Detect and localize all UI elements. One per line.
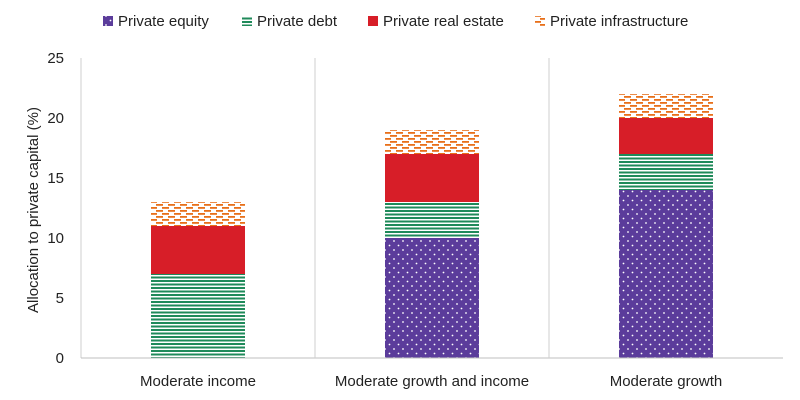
y-axis: 0 5 10 15 20 25 bbox=[47, 50, 82, 367]
bar-private-equity bbox=[385, 238, 479, 358]
legend-swatch bbox=[535, 16, 545, 26]
y-tick-label: 5 bbox=[56, 290, 64, 307]
x-tick-label: Moderate income bbox=[140, 373, 256, 390]
bar-private-debt bbox=[151, 274, 245, 358]
bar-private-real-estate bbox=[385, 154, 479, 202]
legend-label: Private real estate bbox=[383, 13, 504, 30]
x-tick-label: Moderate growth and income bbox=[335, 373, 529, 390]
legend: Private equity Private debt Private real e… bbox=[103, 13, 688, 30]
y-tick-label: 0 bbox=[56, 350, 64, 367]
legend-item-private-infrastructure: Private infrastructure bbox=[535, 13, 688, 30]
legend-label: Private equity bbox=[118, 13, 209, 30]
bar-private-equity bbox=[619, 190, 713, 358]
y-tick-label: 15 bbox=[47, 170, 64, 187]
y-tick-label: 25 bbox=[47, 50, 64, 67]
bar-private-infrastructure bbox=[619, 94, 713, 118]
bar-stack-moderate-income bbox=[151, 202, 245, 358]
bar-private-debt bbox=[619, 154, 713, 190]
y-axis-title: Allocation to private capital (%) bbox=[25, 107, 42, 313]
legend-swatch bbox=[368, 16, 378, 26]
legend-label: Private infrastructure bbox=[550, 13, 688, 30]
bar-private-real-estate bbox=[619, 118, 713, 154]
legend-item-private-real-estate: Private real estate bbox=[368, 13, 504, 30]
legend-label: Private debt bbox=[257, 13, 338, 30]
x-tick-label: Moderate growth bbox=[610, 373, 723, 390]
bar-private-real-estate bbox=[151, 226, 245, 274]
bar-private-infrastructure bbox=[385, 130, 479, 154]
y-tick-label: 20 bbox=[47, 110, 64, 127]
legend-item-private-debt: Private debt bbox=[242, 13, 338, 30]
bar-private-debt bbox=[385, 202, 479, 238]
bar-stack-moderate-growth-and-income bbox=[385, 130, 479, 358]
y-tick-label: 10 bbox=[47, 230, 64, 247]
plot-area bbox=[151, 94, 713, 358]
x-axis: Moderate income Moderate growth and incom… bbox=[81, 58, 783, 390]
bar-private-infrastructure bbox=[151, 202, 245, 226]
bar-stack-moderate-growth bbox=[619, 94, 713, 358]
legend-swatch bbox=[242, 16, 252, 26]
legend-item-private-equity: Private equity bbox=[103, 13, 209, 30]
legend-swatch bbox=[103, 16, 113, 26]
